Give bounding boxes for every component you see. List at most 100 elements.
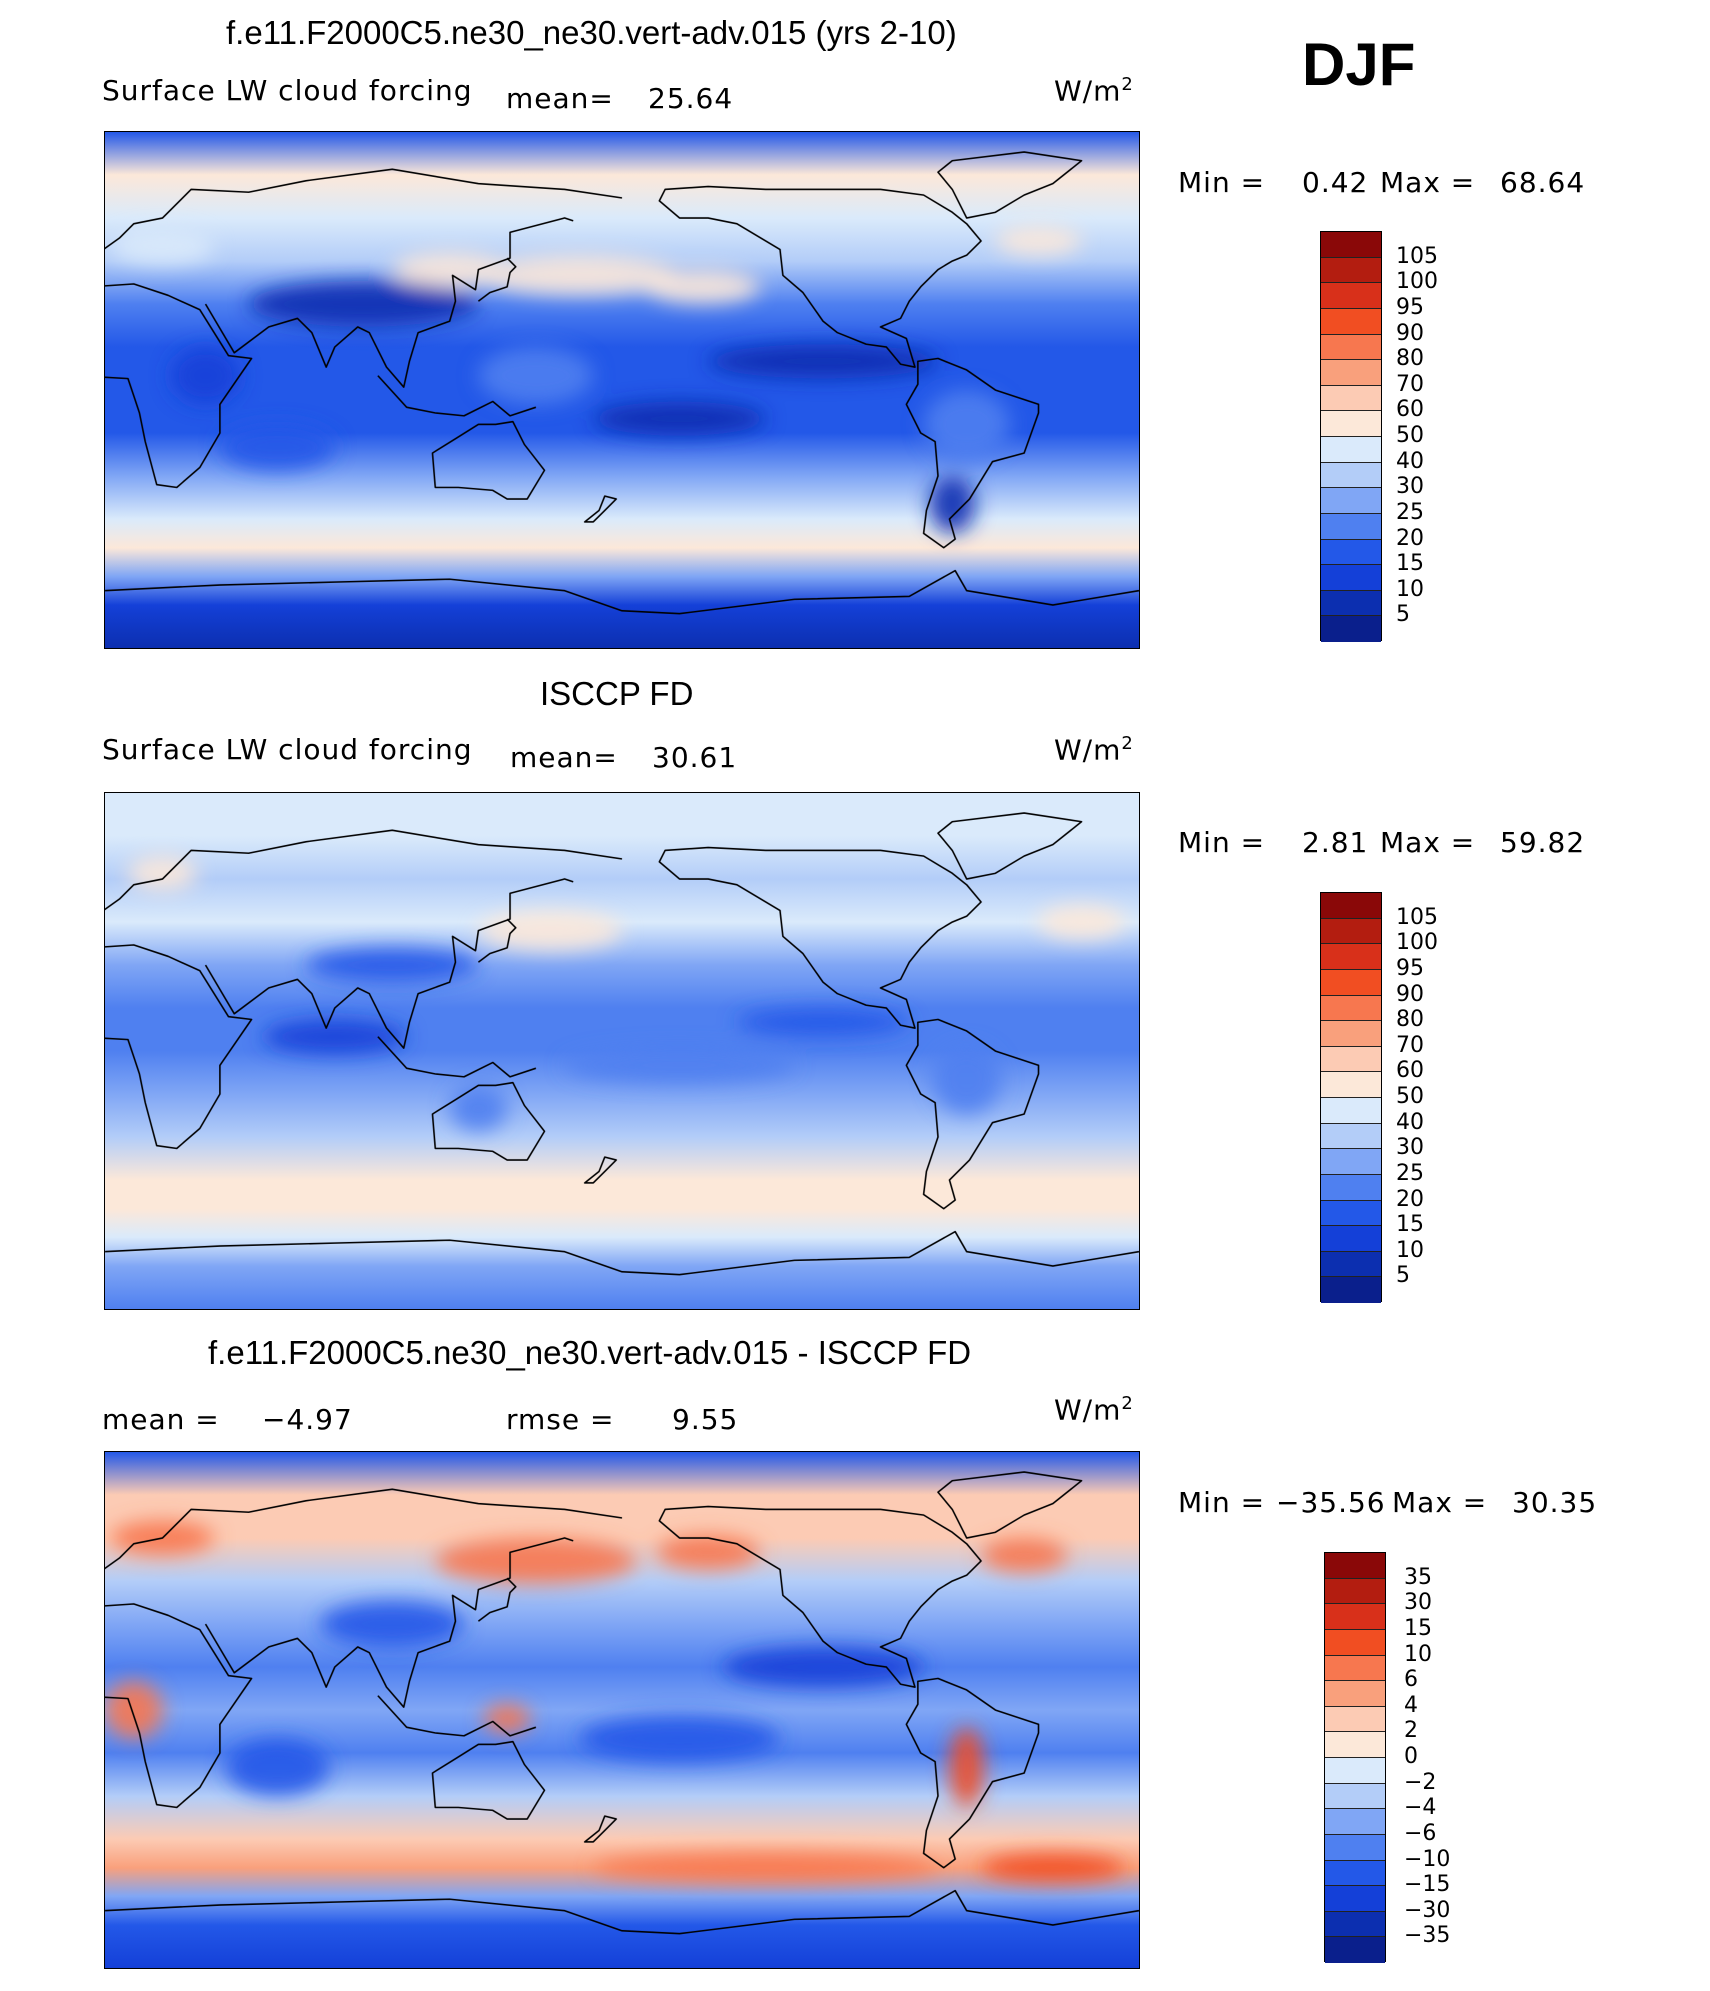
coastline [204,1537,574,1708]
coastline [105,1230,1139,1276]
panel1-max-label: Max = [1380,166,1476,199]
panel1-title: f.e11.F2000C5.ne30_ne30.vert-adv.015 (yr… [226,14,957,51]
panel3-mean-label: mean = [102,1403,220,1436]
coastline [658,185,982,368]
panel2-min-value: 2.81 [1302,826,1369,859]
colorbar-cell [1325,1706,1385,1733]
field-blob [449,1085,508,1132]
coastline [431,1740,546,1820]
colorbar-cell [1321,539,1381,566]
field-blob [736,1008,910,1037]
field-anomalies [105,1520,1125,1882]
panel1-colorbar [1320,231,1382,642]
field-blob [127,856,197,891]
panel3-min-label: Min = [1178,1486,1266,1519]
colorbar-cell [1321,944,1381,970]
panel2-colorbar-labels: 105 100 95 90 80 70 60 50 40 30 25 20 15 10 5 [1396,892,1486,1302]
field-anomalies [127,856,1125,1132]
colorbar-tick-label: 70 [1396,1032,1424,1058]
coastline [905,1018,1040,1210]
field-blob [478,910,622,951]
panel1-map [104,131,1140,649]
field-blob [320,1601,465,1647]
panel3-max-label: Max = [1392,1486,1488,1519]
coastlines [105,151,1139,615]
colorbar-tick-label: 90 [1396,320,1424,346]
colorbar-tick-label: 15 [1396,551,1424,577]
coastline [658,1505,982,1688]
coastline [477,918,517,963]
field-blob [722,1646,924,1688]
colorbar-tick-label: −4 [1404,1795,1437,1821]
colorbar-tick-label: −2 [1404,1769,1437,1795]
coastline [105,1488,623,1570]
panel1-min-value: 0.42 [1302,166,1369,199]
zonal-field [105,132,1139,648]
colorbar-cell [1325,1553,1385,1579]
colorbar-cell [1325,1886,1385,1912]
panel1-max-value: 68.64 [1500,166,1586,199]
colorbar-tick-label: 100 [1396,930,1438,956]
colorbar-tick-label: 105 [1396,904,1438,930]
colorbar-tick-label: 4 [1404,1692,1418,1718]
field-blob [392,252,508,287]
coastline [583,1815,618,1843]
panel3-map-svg [105,1452,1139,1968]
field-blob [262,1019,407,1054]
field-blob [171,347,240,405]
panel3-colorbar [1324,1552,1386,1963]
panel3-title: f.e11.F2000C5.ne30_ne30.vert-adv.015 - I… [208,1334,972,1371]
colorbar-cell [1321,1072,1381,1098]
coastline [583,1156,618,1184]
colorbar-cell [1321,1098,1381,1124]
colorbar-cell [1321,1046,1381,1073]
colorbar-cell [1321,969,1381,996]
colorbar-tick-label: 10 [1396,576,1424,602]
coastline [477,1577,517,1622]
field-blob [949,1727,984,1808]
colorbar-tick-label: 70 [1396,371,1424,397]
colorbar-cell [1321,590,1381,617]
colorbar-tick-label: 60 [1396,1058,1424,1084]
field-blob [225,1738,330,1796]
colorbar-cell [1325,1732,1385,1758]
colorbar-cell [1321,1226,1381,1252]
colorbar-tick-label: 30 [1404,1590,1432,1616]
colorbar-tick-label: 95 [1396,955,1424,981]
colorbar-cell [1321,995,1381,1022]
colorbar-tick-label: 25 [1396,1160,1424,1186]
colorbar-cell [1321,488,1381,514]
colorbar-cell [1321,565,1381,591]
field-blob [995,226,1082,256]
colorbar-cell [1321,232,1381,258]
colorbar-tick-label: 40 [1396,448,1424,474]
colorbar-tick-label: 100 [1396,269,1438,295]
colorbar-tick-label: 40 [1396,1109,1424,1135]
field-blob [484,1704,531,1733]
colorbar-tick-label: 25 [1396,499,1424,525]
panel1-min-label: Min = [1178,166,1266,199]
colorbar-cell [1325,1809,1385,1835]
panel3-colorbar-labels: 35 30 15 10 6 4 2 0 −2 −4 −6 −10 −15 −30 −35 [1404,1552,1514,1962]
field-blob [306,947,479,983]
colorbar-tick-label: 35 [1404,1564,1432,1590]
coastline [105,569,1139,615]
field-blob [644,269,760,304]
colorbar-cell [1321,411,1381,437]
colorbar-tick-label: −15 [1404,1872,1451,1898]
field-blob [923,390,1010,459]
panel3-rmse-value: 9.55 [672,1403,739,1436]
field-blob [435,1538,637,1584]
field-blob [981,1538,1068,1573]
colorbar-tick-label: 20 [1396,1186,1424,1212]
field-blob [564,1048,795,1083]
colorbar-cell [1321,437,1381,463]
coastline [105,944,253,1150]
season-label: DJF [1302,31,1416,98]
field-blob [578,1715,780,1762]
field-blob [1038,904,1125,940]
field-blob [708,344,938,379]
field-blob [110,229,215,264]
colorbar-cell [1321,918,1381,945]
colorbar-tick-label: 15 [1404,1615,1432,1641]
